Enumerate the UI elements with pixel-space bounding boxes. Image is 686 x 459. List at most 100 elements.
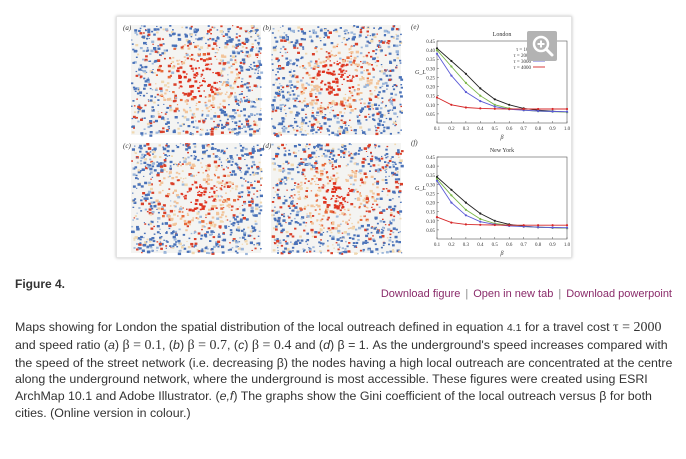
zoom-in-icon bbox=[532, 35, 554, 57]
data-point bbox=[479, 100, 482, 103]
y-axis-label: G_L bbox=[415, 70, 426, 76]
beta-value: β = 0.1 bbox=[122, 337, 163, 353]
y-tick-label: 0.35 bbox=[426, 58, 435, 63]
x-tick-label: 0.4 bbox=[477, 127, 484, 132]
y-tick-label: 0.05 bbox=[426, 229, 435, 234]
x-tick-label: 0.5 bbox=[492, 243, 499, 248]
panel-label: (c) bbox=[123, 142, 131, 150]
figure-svg: (a) (b) (c) (d) (e) London G_L β 0.05 0.10 0.15 0.2… bbox=[123, 23, 571, 257]
data-point bbox=[479, 107, 482, 110]
data-point bbox=[435, 177, 439, 180]
map-panel bbox=[271, 25, 404, 138]
data-point bbox=[464, 208, 467, 211]
open-new-tab-link[interactable]: Open in new tab bbox=[473, 288, 554, 300]
data-point bbox=[493, 98, 496, 101]
panel-label: (e) bbox=[411, 23, 419, 31]
data-point bbox=[435, 47, 439, 50]
data-point bbox=[435, 179, 439, 182]
chart-frame bbox=[436, 40, 568, 124]
y-tick-label: 0.45 bbox=[426, 156, 435, 161]
x-tick-label: 0.4 bbox=[477, 243, 484, 248]
y-tick-label: 0.30 bbox=[426, 183, 435, 188]
x-tick-label: 0.5 bbox=[492, 127, 499, 132]
data-point bbox=[522, 107, 525, 111]
chart-title: New York bbox=[490, 148, 514, 154]
data-point bbox=[479, 217, 482, 221]
data-point bbox=[450, 59, 453, 63]
data-point bbox=[479, 94, 482, 97]
panel-label: (f) bbox=[411, 139, 418, 147]
figure-title: Figure 4. bbox=[15, 277, 66, 291]
y-tick-label: 0.45 bbox=[426, 40, 435, 45]
tau-value: τ = 2000 bbox=[613, 320, 662, 335]
y-tick-label: 0.20 bbox=[426, 86, 435, 91]
series-line bbox=[436, 178, 568, 229]
data-point bbox=[493, 103, 496, 106]
map-panel bbox=[131, 143, 264, 256]
x-tick-label: 0.7 bbox=[521, 127, 528, 132]
data-point bbox=[537, 226, 540, 229]
y-tick-label: 0.10 bbox=[426, 220, 435, 225]
data-point bbox=[435, 52, 439, 55]
x-tick-label: 1.0 bbox=[564, 243, 571, 248]
y-tick-label: 0.40 bbox=[426, 165, 435, 170]
legend-label: τ = 3000 bbox=[514, 60, 532, 65]
data-point bbox=[450, 188, 453, 191]
x-tick-label: 0.7 bbox=[521, 243, 528, 248]
y-tick-label: 0.25 bbox=[426, 192, 435, 197]
data-point bbox=[464, 90, 467, 94]
data-point bbox=[479, 212, 482, 215]
x-tick-label: 1.0 bbox=[564, 127, 571, 132]
data-point bbox=[493, 107, 496, 110]
x-tick-label: 0.6 bbox=[506, 127, 513, 132]
y-axis-label: G_L bbox=[415, 186, 426, 192]
data-point bbox=[450, 65, 453, 68]
data-point bbox=[493, 223, 496, 227]
x-axis-label: β bbox=[500, 135, 504, 141]
data-point bbox=[551, 107, 554, 111]
figure-links: Download figure | Open in new tab | Download… bbox=[381, 288, 672, 300]
legend-label: τ = 100 bbox=[516, 48, 531, 53]
data-point bbox=[464, 72, 467, 75]
data-point bbox=[464, 214, 467, 217]
data-point bbox=[450, 74, 453, 77]
x-tick-label: 0.2 bbox=[448, 127, 455, 132]
x-tick-label: 0.6 bbox=[506, 243, 513, 248]
y-tick-label: 0.15 bbox=[426, 95, 435, 100]
series-line bbox=[436, 97, 567, 110]
data-point bbox=[464, 223, 467, 226]
data-point bbox=[450, 103, 453, 106]
data-point bbox=[464, 106, 467, 109]
data-point bbox=[479, 87, 482, 90]
panel-label: (d) bbox=[263, 142, 272, 150]
data-point bbox=[565, 110, 569, 113]
y-tick-label: 0.10 bbox=[426, 104, 435, 109]
chart-title: London bbox=[493, 32, 512, 38]
data-point bbox=[435, 49, 439, 52]
download-powerpoint-link[interactable]: Download powerpoint bbox=[566, 288, 672, 300]
x-tick-label: 0.9 bbox=[549, 127, 556, 132]
data-point bbox=[537, 224, 540, 227]
x-tick-label: 0.8 bbox=[535, 243, 542, 248]
data-point bbox=[522, 224, 525, 227]
data-point bbox=[450, 201, 453, 204]
map-panel bbox=[271, 143, 404, 255]
zoom-button[interactable] bbox=[527, 31, 557, 61]
data-point bbox=[479, 220, 482, 223]
data-point bbox=[565, 226, 569, 229]
data-point bbox=[464, 201, 467, 204]
y-tick-label: 0.40 bbox=[426, 49, 435, 54]
data-point bbox=[551, 224, 554, 227]
data-point bbox=[537, 109, 540, 113]
legend-label: τ = 4000 bbox=[514, 66, 532, 71]
y-tick-label: 0.25 bbox=[426, 76, 435, 81]
data-point bbox=[450, 194, 453, 197]
data-point bbox=[551, 110, 554, 113]
data-point bbox=[508, 107, 511, 111]
download-figure-link[interactable]: Download figure bbox=[380, 288, 461, 300]
chart-frame bbox=[436, 156, 568, 240]
y-tick-label: 0.35 bbox=[426, 174, 435, 179]
figure-image[interactable]: (a) (b) (c) (d) (e) London G_L β 0.05 0.10 0.15 0.2… bbox=[116, 16, 572, 258]
y-tick-label: 0.30 bbox=[426, 67, 435, 72]
series-line bbox=[436, 176, 568, 229]
